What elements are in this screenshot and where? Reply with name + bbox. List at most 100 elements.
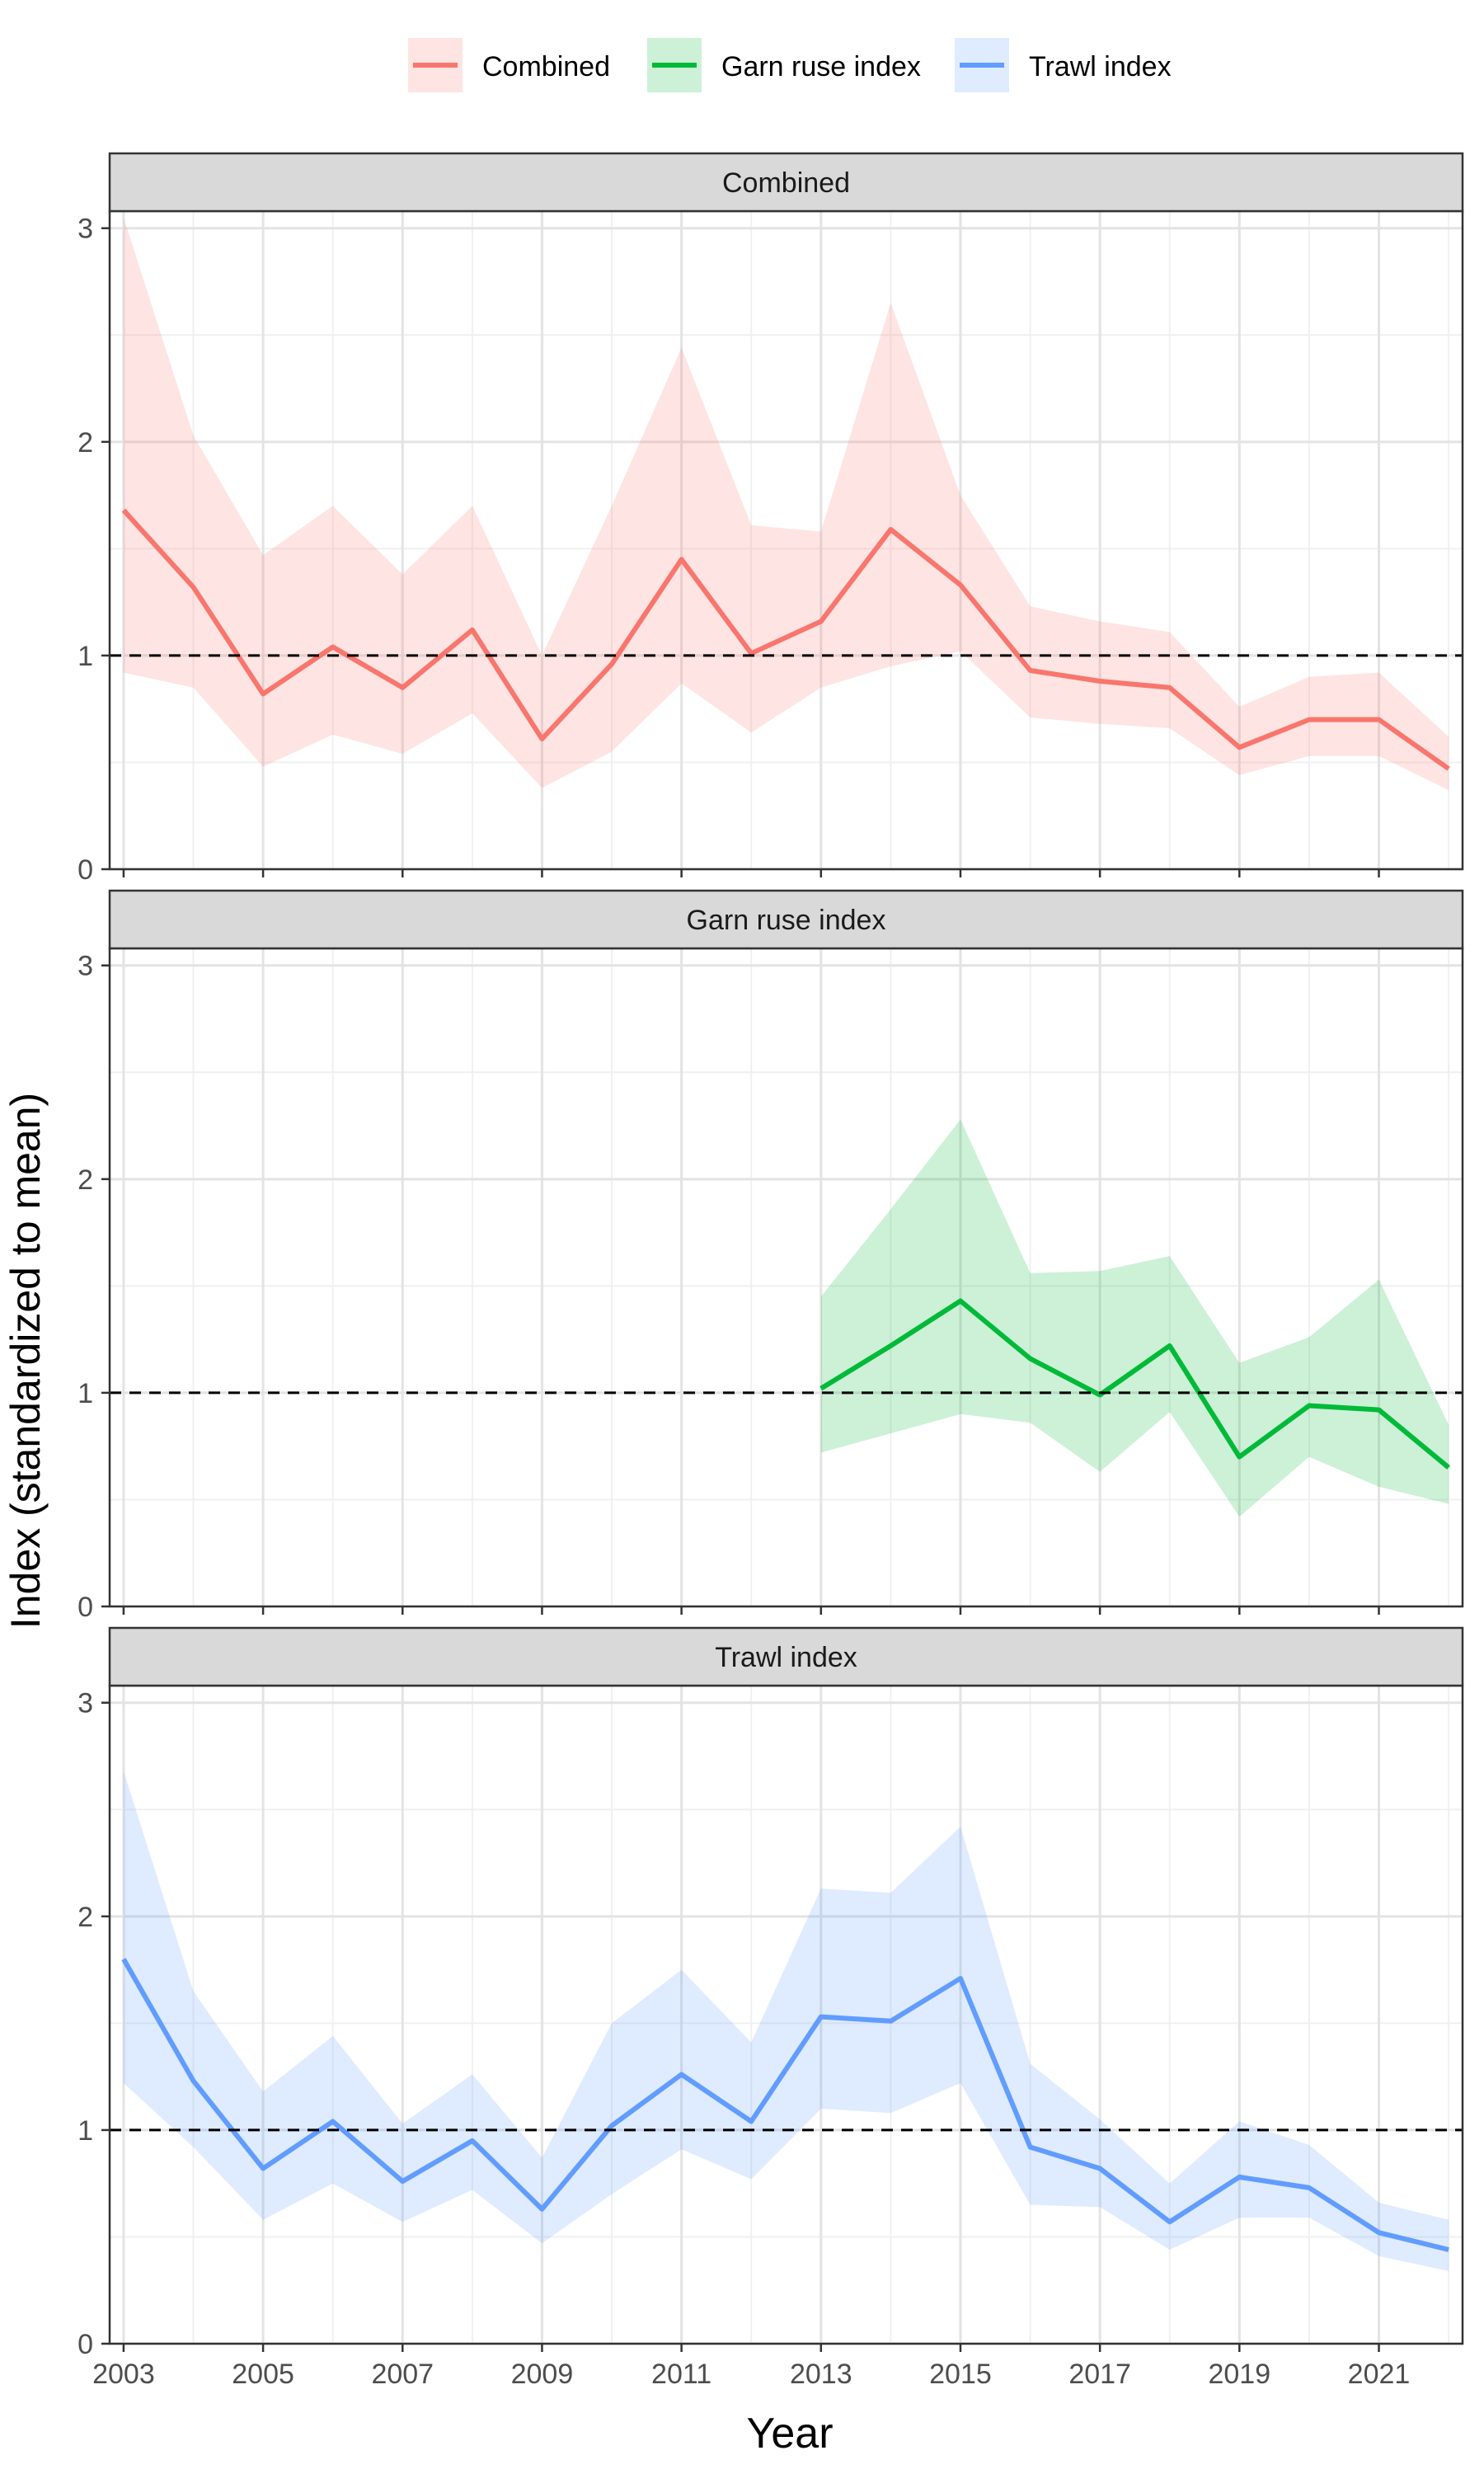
data-point bbox=[330, 644, 336, 651]
data-point bbox=[538, 736, 545, 742]
data-point bbox=[887, 526, 894, 533]
data-point bbox=[957, 1298, 964, 1305]
data-point bbox=[1167, 1343, 1173, 1349]
x-tick-label: 2015 bbox=[929, 2359, 992, 2390]
facet-strip-label: Garn ruse index bbox=[687, 905, 886, 936]
data-point bbox=[399, 684, 406, 691]
data-point bbox=[120, 1956, 127, 1963]
data-point bbox=[1027, 1356, 1034, 1362]
data-point bbox=[538, 2206, 545, 2213]
data-point bbox=[887, 1343, 894, 1349]
legend-label: Garn ruse index bbox=[721, 51, 921, 82]
data-point bbox=[190, 584, 197, 590]
data-point bbox=[887, 2018, 894, 2025]
data-point bbox=[1167, 2218, 1173, 2225]
data-point bbox=[1027, 667, 1034, 674]
series-line bbox=[121, 508, 1450, 771]
series-trawl-index bbox=[120, 1771, 1452, 2271]
series-line bbox=[819, 1298, 1451, 1470]
x-tick-label: 2007 bbox=[371, 2359, 434, 2390]
legend-item-combined[interactable]: Combined bbox=[408, 38, 610, 92]
series-line bbox=[121, 1958, 1449, 2252]
data-point bbox=[1236, 1454, 1242, 1460]
series-garn-ruse-index bbox=[818, 1119, 1452, 1517]
panel-background bbox=[110, 211, 1463, 869]
y-tick-label: 3 bbox=[77, 1688, 93, 1719]
data-point bbox=[818, 2014, 824, 2020]
data-point bbox=[608, 2123, 615, 2129]
x-axis-title: Year bbox=[746, 2410, 833, 2458]
x-tick-label: 2011 bbox=[651, 2359, 711, 2390]
data-point bbox=[330, 2119, 336, 2125]
data-point bbox=[190, 2077, 197, 2084]
facet-strip-label: Trawl index bbox=[715, 1642, 857, 1673]
y-tick-label: 2 bbox=[77, 1164, 93, 1196]
x-axis: 2003 2005 2007 2009 2011 2013 2015 2017 2019 2021 bbox=[92, 2344, 1410, 2390]
x-tick-label: 2017 bbox=[1068, 2359, 1131, 2390]
data-point bbox=[818, 618, 824, 625]
facet-strip bbox=[108, 152, 1464, 213]
x-tick-label: 2021 bbox=[1348, 2359, 1411, 2390]
legend-label: Combined bbox=[482, 51, 610, 82]
facet-strip bbox=[108, 889, 1464, 950]
y-axis: 0 1 2 3 bbox=[77, 214, 110, 886]
facet-strip-label: Combined bbox=[722, 167, 850, 199]
data-point bbox=[1376, 2229, 1383, 2236]
confidence-band bbox=[123, 1771, 1449, 2271]
y-tick-label: 0 bbox=[77, 1592, 93, 1623]
y-tick-label: 2 bbox=[77, 427, 93, 459]
legend-item-garn-ruse-index[interactable]: Garn ruse index bbox=[647, 38, 921, 92]
data-point bbox=[120, 507, 127, 514]
data-point bbox=[1097, 2166, 1103, 2172]
data-point bbox=[679, 2072, 685, 2078]
data-point bbox=[1236, 2174, 1242, 2180]
data-point bbox=[1376, 1407, 1383, 1413]
y-tick-label: 2 bbox=[77, 1902, 93, 1933]
legend: Combined Garn ruse index Trawl index bbox=[408, 38, 1172, 92]
data-point bbox=[1236, 744, 1242, 750]
x-tick-label: 2003 bbox=[92, 2359, 155, 2390]
data-point bbox=[469, 627, 476, 633]
legend-item-trawl-index[interactable]: Trawl index bbox=[955, 38, 1172, 92]
panel-background bbox=[110, 1686, 1463, 2344]
chart-panels: Combined 0 1 2 3 Garn ruse index 0 1 2 3 Trawl ind… bbox=[77, 152, 1464, 2390]
data-point bbox=[1376, 717, 1383, 723]
x-tick-label: 2013 bbox=[790, 2359, 852, 2390]
y-axis-title: Index (standardized to mean) bbox=[2, 1093, 49, 1629]
facet-strip bbox=[108, 1626, 1464, 1687]
data-point bbox=[818, 1385, 824, 1392]
data-point bbox=[1445, 2246, 1452, 2253]
data-point bbox=[1445, 765, 1452, 772]
x-axis bbox=[122, 1606, 1380, 1615]
y-tick-label: 1 bbox=[77, 2115, 93, 2147]
data-point bbox=[469, 2138, 476, 2144]
data-point bbox=[1306, 2185, 1313, 2191]
data-point bbox=[748, 2119, 754, 2125]
data-point bbox=[1306, 1403, 1313, 1409]
data-point bbox=[679, 556, 685, 562]
panel-background bbox=[110, 948, 1463, 1606]
y-tick-label: 1 bbox=[77, 1378, 93, 1409]
y-tick-label: 0 bbox=[77, 854, 93, 886]
data-point bbox=[260, 691, 266, 698]
x-tick-label: 2019 bbox=[1208, 2359, 1270, 2390]
x-axis bbox=[122, 869, 1380, 877]
legend-label: Trawl index bbox=[1029, 51, 1172, 82]
y-tick-label: 1 bbox=[77, 641, 93, 672]
data-point bbox=[957, 1975, 964, 1982]
data-point bbox=[1097, 678, 1103, 684]
data-point bbox=[1306, 717, 1313, 723]
data-point bbox=[399, 2178, 406, 2185]
y-tick-label: 3 bbox=[77, 214, 93, 245]
data-point bbox=[957, 581, 964, 588]
series-combined bbox=[120, 217, 1452, 791]
y-tick-label: 0 bbox=[77, 2329, 93, 2360]
x-tick-label: 2009 bbox=[511, 2359, 574, 2390]
data-point bbox=[1167, 684, 1173, 691]
data-point bbox=[1445, 1465, 1452, 1471]
data-point bbox=[1027, 2144, 1034, 2151]
data-point bbox=[608, 661, 615, 667]
data-point bbox=[260, 2166, 266, 2172]
